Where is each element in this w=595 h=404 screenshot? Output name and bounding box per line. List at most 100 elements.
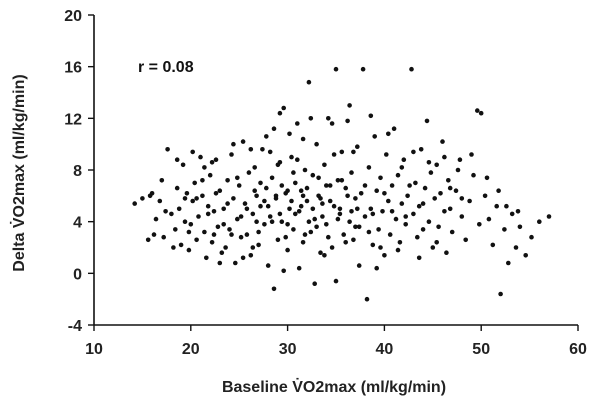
data-point [320,201,325,206]
data-point [254,219,259,224]
data-point [331,203,337,209]
data-point [426,160,432,165]
data-point [273,193,279,199]
data-point [389,183,395,188]
data-point [293,180,298,186]
data-point [298,188,304,193]
data-point [165,147,170,152]
data-point [293,211,298,217]
data-point [267,214,273,219]
data-point [281,268,287,274]
data-point [432,196,438,201]
data-point [258,203,263,209]
data-point [190,149,195,155]
data-point [318,250,323,255]
data-point [169,211,174,217]
data-point [264,185,269,191]
data-point [289,198,294,204]
data-point [285,222,290,227]
data-point [364,296,370,302]
data-point [471,172,476,178]
data-point [283,234,289,240]
data-point [428,170,434,175]
data-point [353,224,358,230]
data-point [498,291,503,297]
data-point [358,191,364,196]
data-point [345,193,350,199]
x-axis-title: Baseline V̇O2max (ml/kg/min) [222,378,446,396]
data-point [324,183,329,188]
data-point [291,170,296,175]
data-point [246,170,252,175]
data-point [173,227,178,232]
data-point [205,203,211,209]
data-point [378,245,383,250]
data-point [223,245,228,250]
data-point [295,157,300,162]
data-point [333,66,339,72]
data-point [389,209,395,214]
data-point [376,227,381,232]
data-point [140,196,145,201]
data-point [395,247,401,253]
data-point [320,214,325,219]
data-point [240,255,246,261]
data-point [271,126,277,131]
data-point [291,227,296,232]
data-point [380,209,385,214]
data-point [329,245,335,250]
data-point [484,175,490,181]
data-point [374,265,380,271]
data-point [449,229,455,235]
data-point [370,211,376,217]
data-point [475,108,480,113]
data-point [444,250,449,255]
data-point [186,229,192,235]
data-point [302,232,308,237]
data-point [244,206,250,212]
data-point [329,121,335,126]
data-point [515,209,521,214]
data-point [250,245,256,250]
x-tick-label: 30 [279,341,297,358]
data-point [171,245,176,250]
data-point [374,188,380,193]
data-point [355,144,360,149]
data-point [322,162,327,168]
y-axis-title: Delta V̇O2max (ml/kg/min) [10,74,28,271]
data-point [411,149,416,155]
data-point [240,139,246,144]
data-point [399,165,405,170]
data-point [163,209,168,214]
data-point [256,229,261,235]
data-point [442,154,447,160]
data-point [204,255,209,261]
data-point [434,240,440,245]
data-point [372,134,378,139]
data-point [370,242,376,248]
data-point [517,224,523,230]
x-tick-label: 10 [85,341,103,358]
data-point [463,237,469,243]
data-point [490,242,496,248]
data-point [279,219,285,224]
data-point [418,147,424,152]
data-point [192,180,197,186]
data-point [256,242,261,248]
data-point [447,185,453,191]
data-point [351,237,356,243]
data-point [258,180,263,186]
data-point [362,214,368,219]
data-point [426,219,432,224]
data-point [434,162,440,168]
data-point [281,105,287,111]
data-point [190,198,195,204]
data-point [453,188,459,193]
data-point [405,193,410,199]
data-point [231,196,236,201]
data-point [265,263,271,268]
data-point [446,178,451,183]
data-point [213,191,219,196]
data-point [248,147,254,152]
